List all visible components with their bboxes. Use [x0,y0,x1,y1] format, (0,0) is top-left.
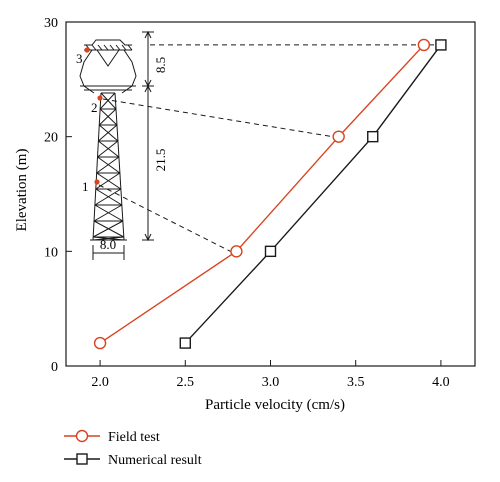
tower-head-brace [96,49,120,67]
tower-lattice [92,220,124,238]
tower-lattice [97,156,121,174]
dimension-arrow [144,84,152,93]
tower-head-right [121,49,137,94]
measurement-point-label: 3 [76,51,83,66]
leader-line [102,98,333,138]
tower-lattice [97,44,103,51]
tower-lattice [96,172,122,190]
x-axis-label: Particle velocity (cm/s) [205,397,345,413]
tower-lattice [98,140,120,158]
legend-marker [75,429,89,443]
data-point [264,245,277,258]
plot-frame [65,21,476,367]
tower-lattice [98,124,118,142]
leader-line [98,184,231,252]
dimension-label-base: 8.0 [100,237,116,252]
y-tick-label: 0 [51,360,58,375]
dimension-arrow [144,30,152,39]
tower-lattice [93,204,123,222]
tower-inset: 1 2 3 8.5 21.5 8.0 [76,30,168,260]
tower-lattice [94,188,122,206]
tower-lattice [97,140,119,158]
data-point [230,245,243,258]
y-tick-label: 30 [44,16,58,31]
tower-lattice [99,108,118,126]
y-tick-label: 10 [44,245,58,260]
legend-marker [76,453,88,465]
tower-lattice [99,92,116,110]
tower-leg-right [114,92,125,241]
tower-lattice [100,92,117,110]
tower-lattice [91,44,97,51]
measurement-point [97,95,103,101]
measurement-point [84,47,90,53]
tower-lattice [115,44,121,51]
tower-lattice [98,108,117,126]
series-line [99,44,425,344]
tower-lattice [127,44,133,51]
tower-lattice [103,44,109,51]
x-tick-label: 3.5 [347,375,365,390]
data-point [179,337,191,349]
measurement-point [94,179,100,185]
y-axis-label: Elevation (m) [14,149,30,232]
y-tick-label: 20 [44,131,58,146]
axes: 2.0 2.5 3.0 3.5 4.0 0 10 20 30 [44,16,476,390]
series-numerical-result [179,39,447,349]
x-tick-label: 2.5 [177,375,195,390]
series-layer [93,38,447,350]
data-point [93,336,107,350]
data-point [417,38,431,52]
data-point [332,130,345,143]
data-point [435,39,447,51]
measurement-point-label: 1 [82,179,89,194]
legend-label: Numerical result [108,453,202,468]
x-tick-label: 2.0 [91,375,109,390]
tower-lattice [96,156,120,174]
series-line [184,44,442,344]
dimension-arrow [144,233,152,242]
dimension-label-top: 8.5 [153,57,168,73]
dimension-label-lower: 21.5 [153,149,168,172]
tower-lattice [98,124,119,142]
tower-lattice [95,172,121,190]
series-field-test [93,38,431,350]
leader-lines [98,44,435,252]
legend: Field test Numerical result [64,429,202,468]
data-point [367,130,379,143]
x-tick-label: 3.0 [262,375,280,390]
tower-lattice [121,44,127,51]
tower-leg-left [92,92,102,241]
tower-head-left [79,49,95,94]
x-tick-label: 4.0 [432,375,450,390]
measurement-point-label: 2 [91,100,98,115]
legend-label: Field test [108,430,160,445]
tower-crossarm-top [84,39,132,46]
tower-lattice [109,44,115,51]
